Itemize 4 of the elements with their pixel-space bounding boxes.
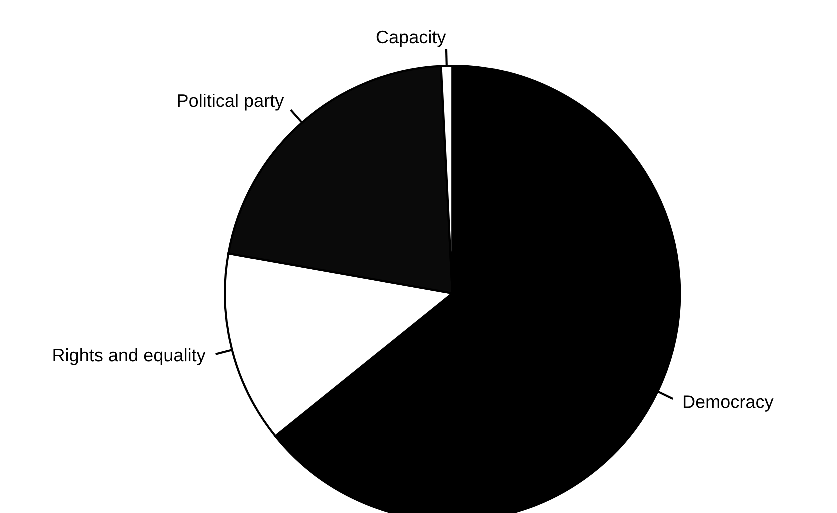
slice-label: Capacity [376,30,446,48]
slice-label: Rights and equality [54,348,206,366]
slice-label: Democracy [684,396,774,412]
slice-label: Political party [178,94,284,111]
